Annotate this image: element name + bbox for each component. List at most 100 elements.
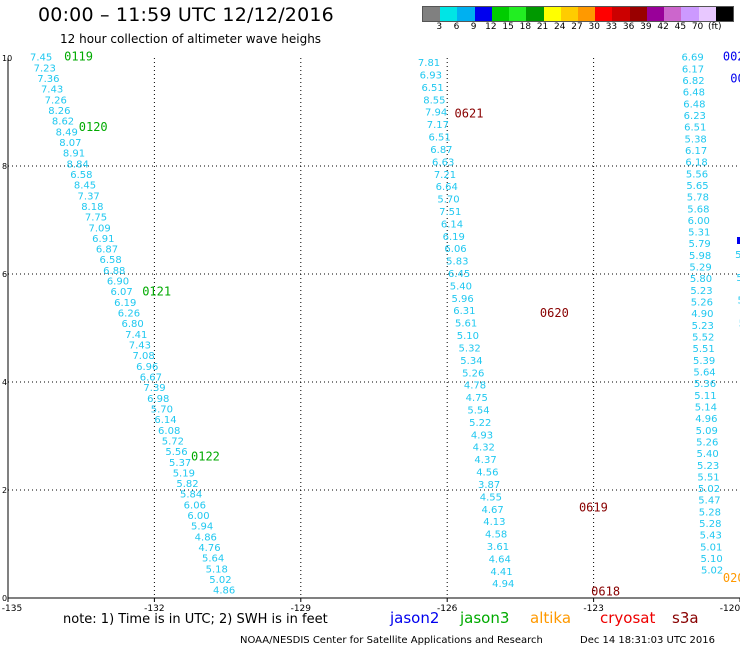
wave-height-value: 7.09	[89, 223, 111, 234]
color-scale-label: 9	[470, 22, 477, 32]
color-scale-label: 12	[485, 22, 497, 32]
wave-height-value: 5.23	[697, 461, 719, 472]
wave-height-value: 6.51	[429, 133, 451, 144]
wave-height-value: 5.26	[462, 368, 484, 379]
wave-height-value: 8.18	[81, 202, 103, 213]
pass-time-label: 0121	[142, 285, 171, 299]
wave-height-value: 5.43	[700, 531, 722, 542]
wave-height-value: 8.26	[48, 106, 70, 117]
y-tick-label: 10	[2, 54, 12, 63]
y-tick-label: 8	[2, 162, 7, 171]
wave-height-value: 7.41	[125, 330, 147, 341]
color-swatch	[698, 7, 716, 21]
color-swatch	[509, 7, 527, 21]
color-scale-bar	[422, 6, 734, 22]
color-swatch	[560, 7, 578, 21]
legend-note: note: 1) Time is in UTC; 2) SWH is in fe…	[63, 612, 328, 627]
wave-height-value: 6.87	[430, 145, 452, 156]
color-scale-label: 39	[640, 22, 652, 32]
wave-height-value: 5.56	[165, 447, 187, 458]
wave-height-value: 6.51	[684, 123, 706, 134]
wave-height-value: 6.17	[682, 64, 704, 75]
color-scale-label: 21	[536, 22, 549, 32]
wave-height-value: 5.28	[699, 507, 721, 518]
color-swatch	[457, 7, 475, 21]
color-scale-label: 6	[453, 22, 460, 32]
wave-height-value: 4.93	[471, 430, 493, 441]
wave-height-value: 6.06	[184, 500, 206, 511]
wave-height-value: 6.31	[453, 306, 475, 317]
wave-height-value: 8.91	[63, 149, 85, 160]
wave-height-value: 6.06	[444, 244, 466, 255]
x-tick-label: -129	[291, 604, 312, 614]
color-swatch	[681, 7, 699, 21]
wave-height-value: 4.86	[213, 586, 235, 597]
wave-height-value: 8.49	[56, 127, 78, 138]
wave-height-value: 5.79	[689, 239, 711, 250]
footer-timestamp: Dec 14 18:31:03 UTC 2016	[580, 635, 715, 646]
color-scale-label: 42	[657, 22, 669, 32]
wave-height-value: 6.98	[147, 394, 169, 405]
color-scale-label: 70	[691, 22, 704, 32]
color-swatch	[595, 7, 613, 21]
pass-time-label: 0620	[540, 306, 569, 320]
wave-height-value: 7.43	[41, 85, 63, 96]
footer-credit: NOAA/NESDIS Center for Satellite Applica…	[240, 635, 543, 646]
wave-height-value: 7.81	[418, 58, 440, 69]
wave-height-value: 5.54	[467, 406, 489, 417]
color-swatch	[491, 7, 510, 21]
color-scale-label: 18	[519, 22, 532, 32]
color-scale-label: 33	[605, 22, 618, 32]
wave-height-value: 6.14	[441, 219, 463, 230]
color-swatch	[423, 7, 441, 21]
wave-height-value: 5.78	[687, 193, 709, 204]
wave-height-value: 5.11	[694, 391, 716, 402]
wave-height-value: 6.19	[114, 298, 136, 309]
wave-height-value: 6.91	[92, 234, 114, 245]
wave-height-value: 4.13	[483, 517, 505, 528]
wave-height-value: 4.86	[195, 532, 217, 543]
wave-height-value: 5.14	[695, 402, 717, 413]
wave-height-value: 6.58	[70, 170, 92, 181]
wave-height-value: 4.94	[492, 579, 514, 590]
color-swatch	[664, 7, 682, 21]
color-swatch	[474, 7, 492, 21]
wave-height-value: 6.93	[420, 71, 442, 82]
wave-height-value: 4.78	[464, 381, 486, 392]
wave-height-value: 6.69	[681, 53, 703, 64]
wave-height-value: 6.64	[436, 182, 458, 193]
wave-height-value: 7.94	[425, 108, 447, 119]
wave-height-value: 5.72	[162, 436, 184, 447]
track-edge-marker	[737, 237, 740, 244]
wave-height-value: 4.55	[480, 492, 502, 503]
satellite-legend-altika: altika	[530, 609, 572, 627]
wave-height-value: 4.41	[490, 567, 512, 578]
wave-height-value: 6.63	[432, 157, 454, 168]
color-swatch	[526, 7, 544, 21]
pass-time-label: 0621	[455, 106, 484, 120]
wave-height-value: 5.26	[696, 437, 718, 448]
wave-height-value: 6.08	[158, 426, 180, 437]
wave-height-value: 6.88	[103, 266, 125, 277]
y-tick-label: 6	[2, 270, 7, 279]
wave-height-value: 4.56	[476, 468, 498, 479]
wave-height-value: 5.02	[701, 566, 723, 577]
wave-height-value: 5.09	[696, 426, 718, 437]
wave-height-value: 4.64	[489, 554, 511, 565]
wave-height-value: 7.23	[34, 63, 56, 74]
wave-height-value: 5.23	[690, 286, 712, 297]
wave-height-value: 4.90	[691, 309, 713, 320]
wave-height-value: 5.37	[169, 458, 191, 469]
wave-height-value: 5.29	[689, 263, 711, 274]
wave-height-value: 5.38	[685, 134, 707, 145]
page-title: 00:00 – 11:59 UTC 12/12/2016	[38, 4, 334, 26]
wave-height-value: 5.39	[693, 356, 715, 367]
color-scale-labels: 3 6 9 12 15 18 21 24 27 30 33 36 39 42 45 70 (ft)	[422, 22, 740, 34]
wave-height-value: 6.07	[110, 287, 132, 298]
wave-height-value: 5.26	[691, 298, 713, 309]
y-tick-label: 4	[2, 378, 7, 387]
wave-height-value: 5.52	[692, 333, 714, 344]
wave-height-value: 7.75	[85, 213, 107, 224]
